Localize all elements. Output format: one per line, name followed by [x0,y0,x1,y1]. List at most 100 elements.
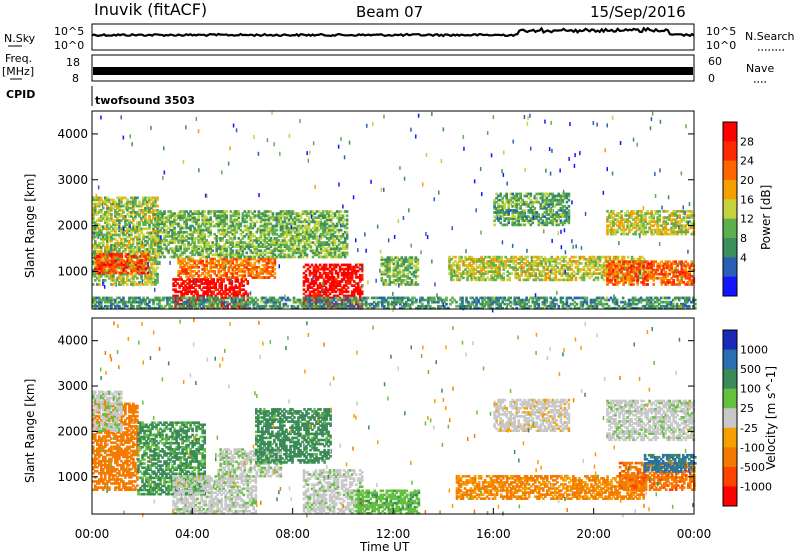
heatmap-cell [299,214,303,218]
heatmap-cell [658,264,661,268]
heatmap-cell [342,290,346,294]
heatmap-cell [263,222,267,226]
heatmap-cell [610,266,613,270]
heatmap-cell [197,251,200,255]
heatmap-cell [126,235,129,239]
heatmap-cell [323,228,327,232]
heatmap-cell [267,272,271,275]
heatmap-cell [134,231,137,235]
heatmap-cell [281,220,285,224]
heatmap-cell [154,223,157,226]
heatmap-cell [275,228,279,232]
heatmap-cell [225,274,228,277]
heatmap-cell [327,239,331,242]
heatmap-cell [102,225,105,229]
heatmap-cell [546,257,550,261]
heatmap-cell [234,300,238,304]
heatmap-cell [114,213,117,216]
heatmap-cell [450,257,453,261]
heatmap-cell [321,232,325,236]
heatmap-cell [343,230,347,234]
heatmap-cell [142,243,145,247]
heatmap-cell [618,262,621,266]
heatmap-cell [104,279,107,282]
heatmap-cell [239,247,243,251]
heatmap-cell [500,276,503,280]
heatmap-cell [534,264,538,267]
heatmap-cell [235,230,239,234]
heatmap-cell [676,264,679,268]
heatmap-cell [337,239,341,242]
heatmap-cell [265,237,269,240]
heatmap-cell [542,274,546,278]
heatmap-cell [242,292,246,296]
heatmap-cell [462,264,465,267]
heatmap-cell [302,292,306,296]
heatmap-cell [606,220,609,223]
heatmap-cell [289,214,293,218]
nsearch-tick-top: 10^5 [706,25,736,38]
heatmap-cell [684,266,688,270]
heatmap-cell [305,226,309,230]
heatmap-cell [171,212,174,215]
heatmap-cell [136,261,140,264]
heatmap-cell [94,223,97,226]
heatmap-cell [610,270,613,274]
heatmap-cell [255,265,259,269]
heatmap-cell [488,255,491,259]
heatmap-cell [472,262,475,265]
heatmap-cell [271,265,275,269]
heatmap-cell [236,280,240,283]
heatmap-cell [253,245,257,248]
heatmap-cell [614,230,617,234]
heatmap-cell [271,268,275,271]
heatmap-cell [201,232,204,236]
heatmap-cell [261,276,265,279]
heatmap-cell [291,218,295,222]
heatmap-cell [199,241,202,244]
heatmap-cell [570,274,574,278]
heatmap-cell [120,255,124,258]
heatmap-cell [245,265,249,269]
heatmap-cell [664,260,667,264]
heatmap-cell [210,292,213,296]
heatmap-cell [323,253,327,257]
heatmap-cell [328,263,332,267]
heatmap-cell [239,228,243,232]
heatmap-cell [132,206,135,210]
heatmap-cell [212,282,215,285]
heatmap-cell [622,283,625,286]
heatmap-cell [132,219,135,222]
heatmap-cell [341,216,345,220]
heatmap-cell [261,214,265,218]
heatmap-cell [159,212,162,215]
heatmap-cell [331,235,335,238]
heatmap-cell [297,220,301,224]
heatmap-cell [136,269,140,273]
heatmap-cell [482,278,485,282]
heatmap-cell [624,266,627,270]
heatmap-cell [342,284,346,287]
heatmap-cell [630,255,634,259]
heatmap-cell [690,262,694,266]
heatmap-cell [476,270,479,273]
heatmap-cell [144,274,147,278]
heatmap-cell [306,263,310,267]
heatmap-cell [678,283,681,286]
heatmap-cell [140,204,143,208]
heatmap-cell [285,224,289,228]
heatmap-cell [199,235,202,238]
heatmap-cell [305,247,309,251]
heatmap-cell [209,259,212,263]
heatmap-cell [218,290,221,294]
heatmap-cell [305,241,309,244]
heatmap-cell [229,243,233,246]
heatmap-cell [124,217,127,220]
heatmap-cell [114,233,117,237]
heatmap-cell [291,243,295,246]
heatmap-cell [116,261,120,264]
heatmap-cell [546,266,550,269]
heatmap-cell [211,243,214,246]
heatmap-cell [205,255,208,259]
heatmap-cell [277,253,281,257]
